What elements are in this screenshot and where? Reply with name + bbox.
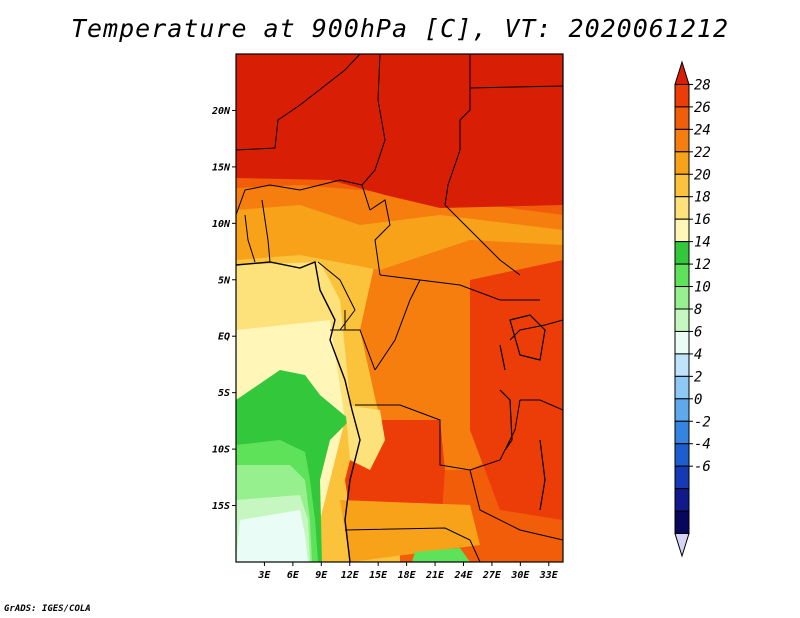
colorbar-segment <box>674 106 690 130</box>
colorbar-segment <box>674 488 690 512</box>
lake-tanganyika <box>499 389 513 451</box>
lon-tick-label: 12E <box>341 570 360 581</box>
colorbar-segment <box>674 218 690 243</box>
lon-axis: 3E 6E 9E 12E 15E 18E 21E 24E 27E 30E 33E <box>257 562 559 581</box>
colorbar-segment <box>674 375 690 400</box>
border-tanzania <box>520 399 563 411</box>
colorbar-label: 20 <box>694 167 711 183</box>
map-title: Temperature at 900hPa [C], VT: 202006121… <box>70 14 730 43</box>
border-zambia <box>469 469 563 541</box>
lon-tick-label: 27E <box>482 570 502 581</box>
colorbar-label: 12 <box>694 257 711 273</box>
colorbar-segment <box>674 330 690 355</box>
lon-tick-label: 9E <box>315 570 328 581</box>
colorbar-label: 0 <box>694 392 702 408</box>
lon-tick-label: 18E <box>398 570 417 581</box>
colorbar-segment <box>674 443 690 467</box>
lon-tick-label: 24E <box>453 570 473 581</box>
colorbar-label: 2 <box>694 369 702 385</box>
lat-tick-label: 15S <box>212 501 230 512</box>
border-togo <box>261 199 271 263</box>
field-south-band <box>340 500 480 562</box>
border-drc-angola <box>355 399 521 471</box>
border-chad-cameroon <box>369 199 391 276</box>
coastline-path <box>236 261 361 562</box>
colorbar-segment <box>674 263 690 288</box>
border-niger-chad <box>361 54 386 211</box>
lat-tick-label: 10N <box>212 219 231 230</box>
colorbar-label: 10 <box>694 280 711 296</box>
border-congo-drc <box>374 279 421 371</box>
border-eq-guinea <box>330 310 346 331</box>
colorbar-segment <box>674 241 690 265</box>
colorbar-label: -2 <box>694 414 711 430</box>
colorbar-segment <box>674 173 690 198</box>
colorbar-label: 22 <box>694 145 711 161</box>
lat-tick-label: 20N <box>211 106 231 117</box>
grads-credit: GrADS: IGES/COLA <box>4 604 91 614</box>
map-frame <box>235 53 564 563</box>
field-sahara <box>236 54 563 208</box>
colorbar-bottom-triangle <box>674 533 690 558</box>
country-borders <box>236 54 563 562</box>
lat-tick-label: 5S <box>218 388 230 399</box>
lon-tick-label: 15E <box>369 570 388 581</box>
border-uganda <box>509 319 563 341</box>
border-benin <box>244 214 256 263</box>
lon-tick-label: 3E <box>257 570 271 581</box>
colorbar-label: 6 <box>694 324 702 340</box>
lake-victoria <box>509 314 546 361</box>
colorbar-segment <box>674 465 690 490</box>
border-chad-sudan <box>444 204 521 276</box>
border-car-drc <box>379 274 540 301</box>
colorbar-label: 24 <box>694 122 711 138</box>
lakes <box>499 314 546 511</box>
colorbar-label: 26 <box>694 100 711 116</box>
border-angola-namibia <box>344 527 481 562</box>
colorbar-label: 4 <box>694 347 702 363</box>
coastline <box>236 261 361 562</box>
lon-tick-label: 21E <box>425 570 445 581</box>
lat-tick-label: 15N <box>212 162 231 173</box>
colorbar-label: 18 <box>694 190 711 206</box>
lon-tick-label: 33E <box>539 570 559 581</box>
colorbar-segment <box>674 510 690 535</box>
border-cameroon-gabon <box>317 261 376 371</box>
border-libya-sudan <box>469 85 563 89</box>
colorbar-top-triangle <box>674 60 690 85</box>
lon-tick-label: 30E <box>510 570 530 581</box>
colorbar-label: 14 <box>694 235 711 251</box>
border-libya-chad <box>444 54 471 206</box>
colorbar-segment <box>674 353 690 377</box>
field-ocean-coldest <box>236 510 308 562</box>
lat-tick-label: 5N <box>218 275 231 286</box>
lake-albert <box>499 344 506 371</box>
colorbar-label: 28 <box>694 77 711 93</box>
colorbar-segment <box>674 286 690 310</box>
lon-tick-label: 6E <box>287 570 300 581</box>
colorbar-segment <box>674 196 690 220</box>
temperature-field <box>236 54 563 562</box>
lat-tick-label: 10S <box>212 445 230 456</box>
colorbar-label: -4 <box>694 437 711 453</box>
colorbar-label: 16 <box>694 212 711 228</box>
border-niger-nigeria <box>236 179 363 216</box>
colorbar-segment <box>674 128 690 153</box>
colorbar-segment <box>674 420 690 445</box>
border-algeria-mali <box>236 54 361 151</box>
colorbar-label: -6 <box>694 459 711 475</box>
colorbar-segment <box>674 308 690 332</box>
field-south-green <box>412 548 470 562</box>
lake-malawi <box>539 439 546 511</box>
lat-tick-label: EQ <box>218 332 230 343</box>
lat-axis: 20N 15N 10N 5N EQ 5S 10S 15S <box>211 106 236 512</box>
colorbar-segment <box>674 398 690 422</box>
colorbar-segment <box>674 83 690 108</box>
colorbar-segment <box>674 151 690 175</box>
colorbar-label: 8 <box>694 302 702 318</box>
